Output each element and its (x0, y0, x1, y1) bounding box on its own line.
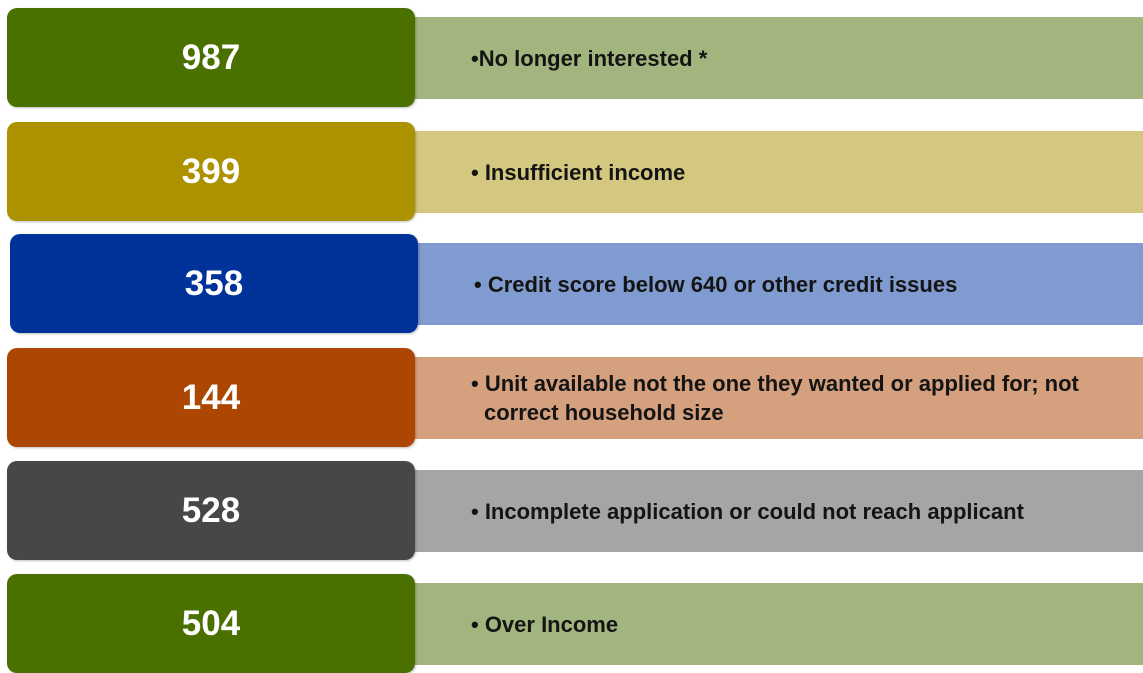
reason-text: • Over Income (471, 611, 619, 637)
reason-text: • Incomplete application or could not re… (471, 498, 1024, 524)
reason-box: • Unit available not the one they wanted… (415, 357, 1143, 439)
reason-text: • Credit score below 640 or other credit… (474, 271, 958, 297)
count-box: 358 (10, 234, 418, 333)
reason-box: •No longer interested * (415, 17, 1143, 99)
count-box: 987 (7, 8, 415, 107)
count-box: 504 (7, 574, 415, 673)
reason-text: • Insufficient income (471, 159, 686, 185)
count-box: 399 (7, 122, 415, 221)
reason-box: • Insufficient income (415, 131, 1143, 213)
reason-box: • Over Income (415, 583, 1143, 665)
reason-box: • Credit score below 640 or other credit… (418, 243, 1143, 325)
reason-box: • Incomplete application or could not re… (415, 470, 1143, 552)
count-box: 144 (7, 348, 415, 447)
reason-text: • Unit available not the one they wanted… (471, 371, 1079, 425)
count-box: 528 (7, 461, 415, 560)
reason-text: •No longer interested * (471, 45, 708, 71)
